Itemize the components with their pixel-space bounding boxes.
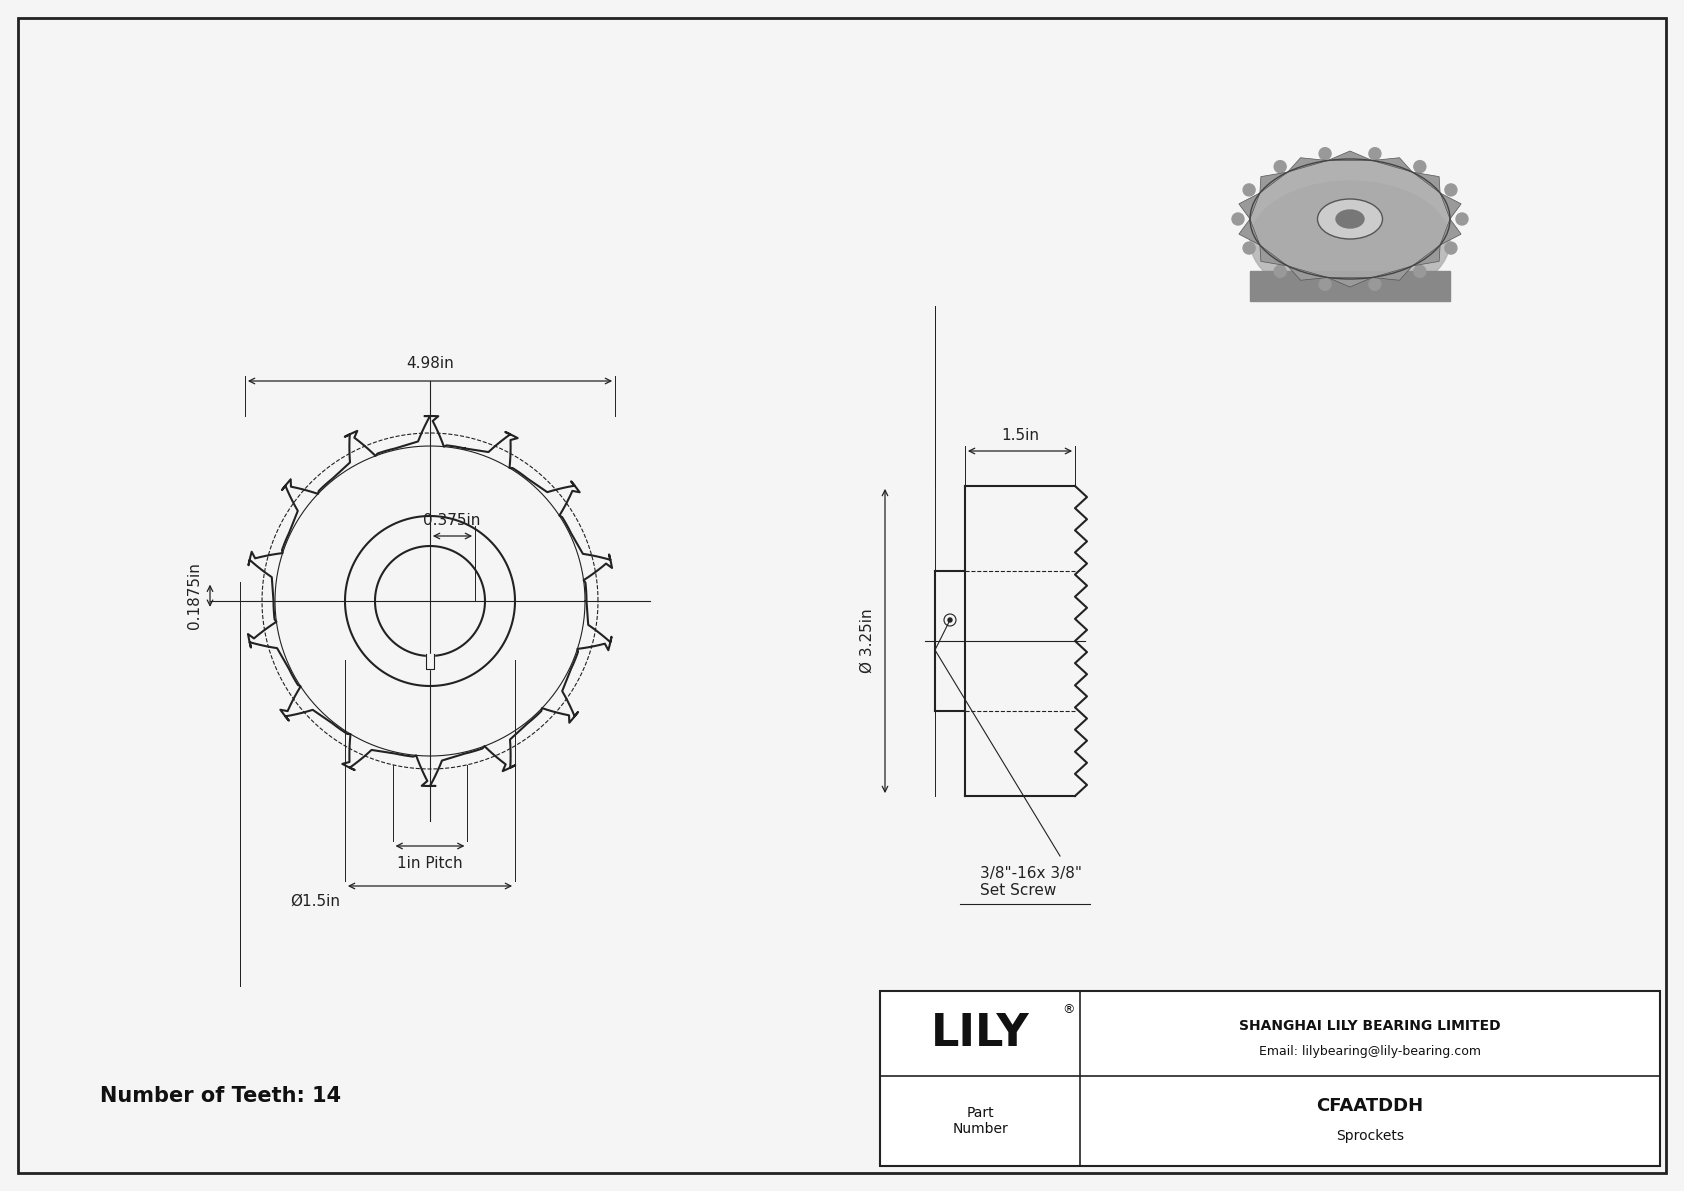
Ellipse shape bbox=[1457, 213, 1468, 225]
Ellipse shape bbox=[1317, 199, 1383, 239]
Polygon shape bbox=[1413, 172, 1440, 193]
Text: Part
Number: Part Number bbox=[951, 1106, 1009, 1136]
Text: 0.375in: 0.375in bbox=[423, 513, 480, 528]
Polygon shape bbox=[1413, 245, 1440, 266]
Ellipse shape bbox=[1319, 148, 1330, 160]
Polygon shape bbox=[1372, 266, 1413, 280]
Ellipse shape bbox=[1415, 161, 1426, 173]
Polygon shape bbox=[1440, 193, 1462, 219]
Polygon shape bbox=[1239, 193, 1260, 219]
Circle shape bbox=[948, 618, 951, 622]
Text: Number of Teeth: 14: Number of Teeth: 14 bbox=[99, 1086, 342, 1106]
Polygon shape bbox=[1250, 272, 1450, 301]
Polygon shape bbox=[1327, 278, 1372, 287]
Text: Ø1.5in: Ø1.5in bbox=[290, 894, 340, 909]
Ellipse shape bbox=[1250, 181, 1450, 301]
Polygon shape bbox=[1440, 219, 1462, 245]
Polygon shape bbox=[1260, 245, 1288, 266]
Ellipse shape bbox=[1445, 183, 1457, 197]
Polygon shape bbox=[1260, 172, 1288, 193]
Ellipse shape bbox=[1415, 266, 1426, 278]
Ellipse shape bbox=[1243, 242, 1255, 254]
Text: LILY: LILY bbox=[931, 1012, 1029, 1055]
Text: CFAATDDH: CFAATDDH bbox=[1317, 1097, 1423, 1115]
Text: Ø 3.25in: Ø 3.25in bbox=[861, 609, 876, 673]
Ellipse shape bbox=[1233, 213, 1244, 225]
Ellipse shape bbox=[1445, 242, 1457, 254]
Ellipse shape bbox=[1369, 148, 1381, 160]
Ellipse shape bbox=[1243, 183, 1255, 197]
Ellipse shape bbox=[1275, 161, 1287, 173]
Text: ®: ® bbox=[1061, 1003, 1074, 1016]
Text: Email: lilybearing@lily-bearing.com: Email: lilybearing@lily-bearing.com bbox=[1260, 1045, 1480, 1058]
Polygon shape bbox=[1327, 151, 1372, 161]
Polygon shape bbox=[1372, 157, 1413, 172]
Text: 3/8"-16x 3/8"
Set Screw: 3/8"-16x 3/8" Set Screw bbox=[980, 866, 1083, 898]
Bar bbox=[881, 991, 1660, 1166]
Text: Sprockets: Sprockets bbox=[1335, 1129, 1404, 1143]
Text: 1.5in: 1.5in bbox=[1000, 428, 1039, 443]
Text: 4.98in: 4.98in bbox=[406, 356, 455, 372]
Ellipse shape bbox=[1250, 160, 1450, 279]
Bar bbox=[426, 654, 434, 669]
Polygon shape bbox=[1239, 219, 1260, 245]
Text: SHANGHAI LILY BEARING LIMITED: SHANGHAI LILY BEARING LIMITED bbox=[1239, 1019, 1500, 1034]
Polygon shape bbox=[1288, 157, 1327, 172]
Ellipse shape bbox=[1319, 279, 1330, 291]
Ellipse shape bbox=[1369, 279, 1381, 291]
Text: 1in Pitch: 1in Pitch bbox=[397, 856, 463, 871]
Text: 0.1875in: 0.1875in bbox=[187, 562, 202, 629]
Polygon shape bbox=[1288, 266, 1327, 280]
Ellipse shape bbox=[1275, 266, 1287, 278]
Ellipse shape bbox=[1335, 210, 1364, 227]
